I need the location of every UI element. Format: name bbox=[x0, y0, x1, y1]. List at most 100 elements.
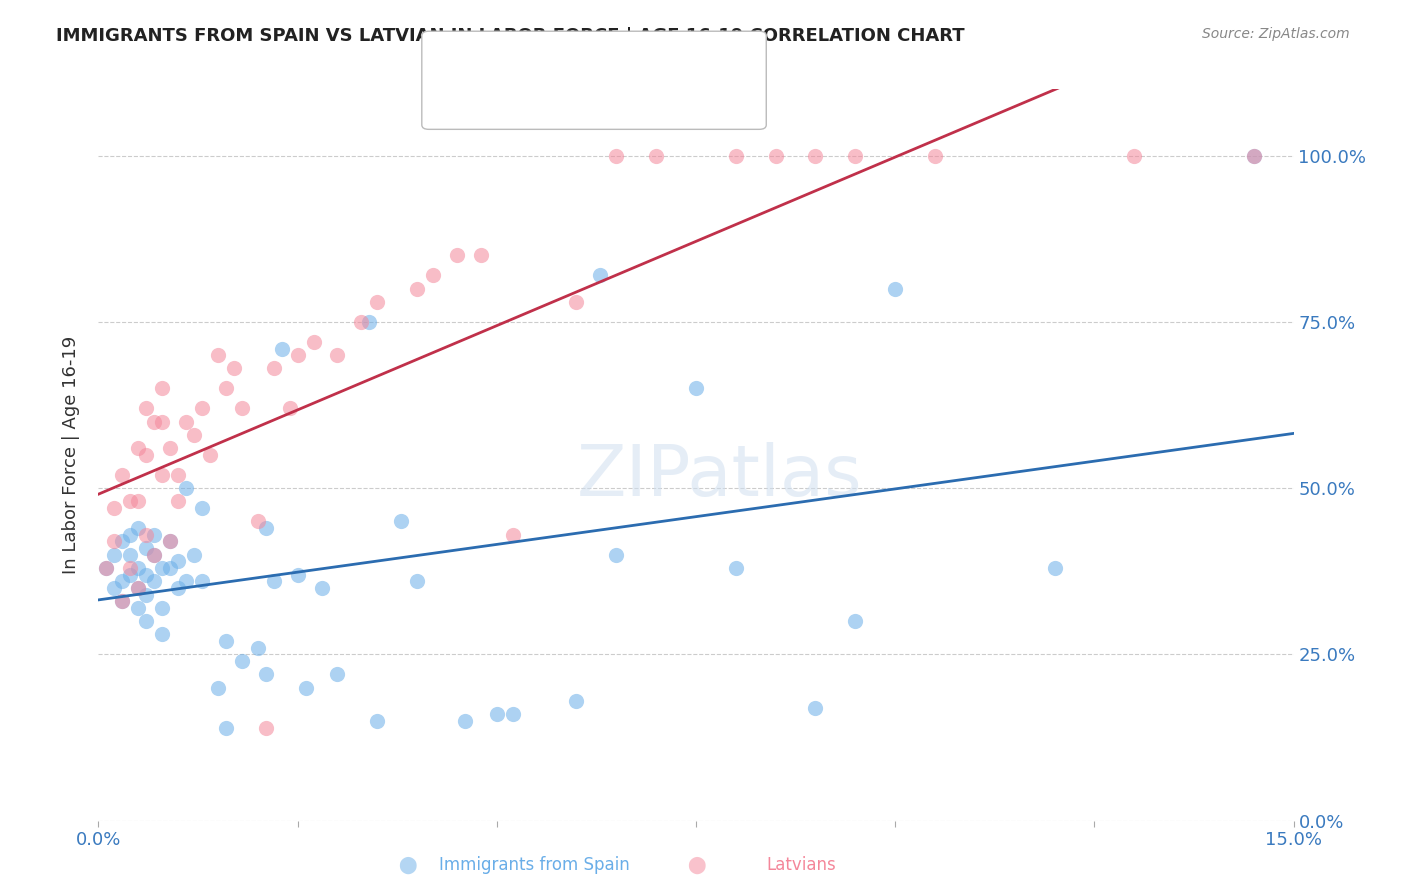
Point bbox=[844, 149, 866, 163]
Point bbox=[422, 268, 444, 283]
Point bbox=[135, 567, 157, 582]
Point bbox=[150, 415, 173, 429]
Point bbox=[111, 467, 134, 482]
Point bbox=[215, 721, 238, 735]
Point bbox=[724, 149, 747, 163]
Point bbox=[167, 467, 190, 482]
Point bbox=[207, 681, 229, 695]
Text: ⬤: ⬤ bbox=[686, 856, 706, 874]
Point bbox=[159, 442, 181, 456]
Point bbox=[150, 627, 173, 641]
Text: R =: R = bbox=[447, 52, 488, 70]
Point bbox=[198, 448, 221, 462]
Point bbox=[287, 348, 309, 362]
Point bbox=[135, 401, 157, 416]
Point bbox=[287, 567, 309, 582]
Point bbox=[150, 381, 173, 395]
Point bbox=[311, 581, 333, 595]
Point bbox=[207, 348, 229, 362]
Text: ⬤: ⬤ bbox=[398, 856, 418, 874]
Point bbox=[159, 534, 181, 549]
Point bbox=[222, 361, 245, 376]
Point bbox=[1043, 561, 1066, 575]
Point bbox=[844, 614, 866, 628]
Point bbox=[127, 521, 149, 535]
Point bbox=[120, 548, 142, 562]
Point bbox=[685, 381, 707, 395]
Point bbox=[127, 581, 149, 595]
Point bbox=[804, 700, 827, 714]
Text: 62: 62 bbox=[583, 52, 609, 70]
Point bbox=[804, 149, 827, 163]
Point bbox=[350, 315, 373, 329]
Point bbox=[183, 428, 205, 442]
Text: Immigrants from Spain: Immigrants from Spain bbox=[439, 856, 630, 874]
Point bbox=[120, 561, 142, 575]
Point bbox=[143, 548, 166, 562]
Point bbox=[302, 334, 325, 349]
Point bbox=[143, 548, 166, 562]
Point bbox=[135, 588, 157, 602]
Text: 0.403: 0.403 bbox=[482, 52, 538, 70]
Point bbox=[254, 721, 277, 735]
Point bbox=[174, 574, 197, 589]
Point bbox=[294, 681, 316, 695]
Point bbox=[127, 494, 149, 508]
Point bbox=[183, 548, 205, 562]
Point bbox=[135, 527, 157, 541]
Point bbox=[254, 667, 277, 681]
Text: ZIPatlas: ZIPatlas bbox=[576, 442, 863, 511]
Text: Source: ZipAtlas.com: Source: ZipAtlas.com bbox=[1202, 27, 1350, 41]
Point bbox=[127, 581, 149, 595]
Point bbox=[127, 442, 149, 456]
Point bbox=[215, 381, 238, 395]
Point bbox=[231, 401, 253, 416]
Point bbox=[565, 295, 588, 310]
Point bbox=[278, 401, 301, 416]
Point bbox=[454, 714, 477, 728]
Point bbox=[589, 268, 612, 283]
Point bbox=[174, 415, 197, 429]
Point bbox=[111, 594, 134, 608]
Point bbox=[120, 527, 142, 541]
Point bbox=[765, 149, 787, 163]
Point bbox=[159, 534, 181, 549]
Point bbox=[103, 501, 125, 516]
Point bbox=[120, 567, 142, 582]
Point bbox=[446, 248, 468, 262]
Point bbox=[326, 667, 349, 681]
Point bbox=[366, 295, 388, 310]
Point bbox=[167, 554, 190, 568]
Point bbox=[215, 634, 238, 648]
Point bbox=[191, 574, 214, 589]
Point bbox=[135, 448, 157, 462]
Point bbox=[111, 574, 134, 589]
Point bbox=[263, 574, 285, 589]
Point bbox=[111, 534, 134, 549]
Point bbox=[406, 282, 429, 296]
Point bbox=[103, 534, 125, 549]
Text: N =: N = bbox=[548, 52, 591, 70]
Point bbox=[270, 342, 292, 356]
Point bbox=[884, 282, 907, 296]
Point bbox=[150, 467, 173, 482]
Point bbox=[605, 149, 627, 163]
Point bbox=[359, 315, 381, 329]
Point bbox=[143, 527, 166, 541]
Text: N =: N = bbox=[548, 87, 591, 105]
Point bbox=[167, 494, 190, 508]
Point bbox=[1243, 149, 1265, 163]
Point bbox=[502, 527, 524, 541]
Point bbox=[326, 348, 349, 362]
Point bbox=[96, 561, 118, 575]
Point bbox=[143, 415, 166, 429]
Point bbox=[127, 600, 149, 615]
Text: 54: 54 bbox=[583, 87, 609, 105]
Point bbox=[1243, 149, 1265, 163]
Point bbox=[103, 581, 125, 595]
Point bbox=[96, 561, 118, 575]
Point bbox=[246, 640, 269, 655]
Point bbox=[174, 481, 197, 495]
Point bbox=[127, 561, 149, 575]
Point bbox=[143, 574, 166, 589]
